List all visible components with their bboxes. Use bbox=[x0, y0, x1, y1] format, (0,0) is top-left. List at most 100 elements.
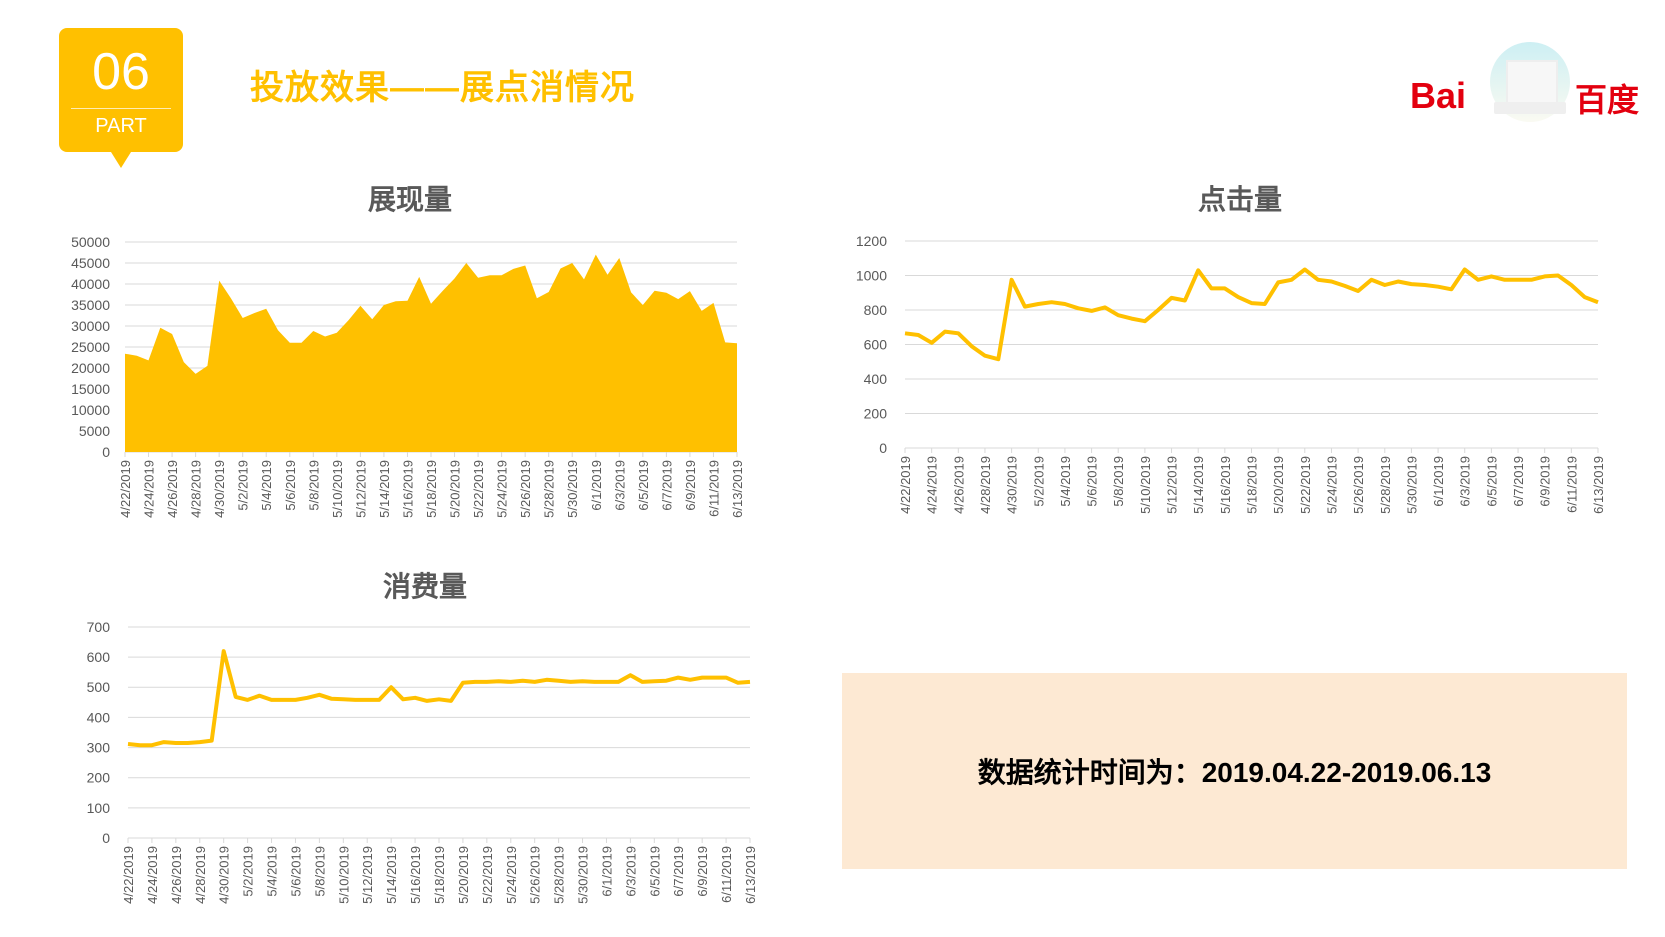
y-tick-label: 30000 bbox=[71, 318, 110, 334]
x-tick-label: 5/14/2019 bbox=[1191, 456, 1206, 514]
x-tick-label: 5/24/2019 bbox=[495, 460, 510, 518]
y-tick-label: 40000 bbox=[71, 276, 110, 292]
x-tick-label: 6/9/2019 bbox=[1538, 456, 1553, 507]
baidu-logo: Bai 百度 bbox=[1410, 40, 1640, 130]
x-tick-label: 4/30/2019 bbox=[1005, 456, 1020, 514]
x-tick-label: 5/20/2019 bbox=[1271, 456, 1286, 514]
y-tick-label: 100 bbox=[87, 800, 111, 816]
x-tick-label: 4/22/2019 bbox=[898, 456, 913, 514]
y-tick-label: 600 bbox=[87, 649, 111, 665]
x-tick-label: 4/28/2019 bbox=[193, 846, 208, 904]
x-tick-label: 5/30/2019 bbox=[576, 846, 591, 904]
x-tick-label: 4/26/2019 bbox=[169, 846, 184, 904]
x-tick-label: 5/26/2019 bbox=[528, 846, 543, 904]
x-tick-label: 5/10/2019 bbox=[330, 460, 345, 518]
x-tick-label: 6/3/2019 bbox=[623, 846, 638, 897]
chart-title-impressions: 展现量 bbox=[367, 184, 452, 215]
x-tick-label: 5/14/2019 bbox=[384, 846, 399, 904]
y-tick-label: 35000 bbox=[71, 297, 110, 313]
area-series bbox=[125, 254, 737, 452]
x-tick-label: 4/28/2019 bbox=[189, 460, 204, 518]
y-tick-label: 700 bbox=[87, 619, 111, 635]
spend-line-chart: 0 100 200 300 400 500 600 700 4/22/2019 4/24/2019… bbox=[87, 619, 758, 904]
y-tick-label: 400 bbox=[87, 709, 111, 725]
x-tick-label: 6/1/2019 bbox=[589, 460, 604, 511]
x-tick-label: 4/28/2019 bbox=[978, 456, 993, 514]
y-tick-label: 800 bbox=[864, 302, 888, 318]
x-tick-label: 5/18/2019 bbox=[432, 846, 447, 904]
x-tick-label: 5/24/2019 bbox=[1324, 456, 1339, 514]
x-tick-label: 5/16/2019 bbox=[1218, 456, 1233, 514]
x-tick-label: 6/5/2019 bbox=[647, 846, 662, 897]
impressions-area-chart: 0 5000 10000 15000 20000 25000 30000 35000 40000… bbox=[71, 234, 745, 518]
x-tick-label: 6/11/2019 bbox=[706, 460, 721, 517]
y-tick-label: 10000 bbox=[71, 402, 110, 418]
x-tick-label: 5/28/2019 bbox=[1378, 456, 1393, 514]
y-tick-label: 20000 bbox=[71, 360, 110, 376]
x-tick-label: 5/26/2019 bbox=[1351, 456, 1366, 514]
x-tick-label: 5/2/2019 bbox=[1031, 456, 1046, 507]
x-tick-label: 6/11/2019 bbox=[1564, 456, 1579, 513]
x-tick-label: 4/24/2019 bbox=[142, 460, 157, 518]
x-tick-label: 6/9/2019 bbox=[695, 846, 710, 897]
x-tick-label: 5/20/2019 bbox=[448, 460, 463, 518]
x-tick-label: 4/26/2019 bbox=[951, 456, 966, 514]
x-tick-label: 5/28/2019 bbox=[552, 846, 567, 904]
x-tick-label: 5/28/2019 bbox=[542, 460, 557, 518]
y-tick-label: 5000 bbox=[79, 423, 110, 439]
logo-text-latin: Bai bbox=[1410, 75, 1467, 116]
x-tick-label: 5/26/2019 bbox=[518, 460, 533, 518]
x-tick-label: 5/22/2019 bbox=[1298, 456, 1313, 514]
x-tick-label: 5/2/2019 bbox=[236, 460, 251, 511]
logo-text-chinese: 百度 bbox=[1575, 82, 1640, 118]
y-tick-label: 50000 bbox=[71, 234, 110, 250]
line-series bbox=[904, 267, 1599, 362]
y-tick-label: 1200 bbox=[856, 233, 887, 249]
x-tick-label: 5/16/2019 bbox=[400, 460, 415, 518]
x-tick-label: 5/12/2019 bbox=[353, 460, 368, 518]
data-period-text: 数据统计时间为：2019.04.22-2019.06.13 bbox=[977, 757, 1492, 788]
x-tick-label: 5/22/2019 bbox=[471, 460, 486, 518]
y-tick-label: 500 bbox=[87, 679, 111, 695]
x-tick-label: 6/7/2019 bbox=[659, 460, 674, 511]
y-tick-label: 300 bbox=[87, 739, 111, 755]
y-tick-label: 600 bbox=[864, 336, 888, 352]
x-tick-label: 5/4/2019 bbox=[259, 460, 274, 511]
y-tick-label: 0 bbox=[102, 444, 110, 460]
y-tick-label: 0 bbox=[102, 830, 110, 846]
x-tick-label: 4/30/2019 bbox=[217, 846, 232, 904]
x-tick-label: 6/7/2019 bbox=[1511, 456, 1526, 507]
part-number: 06 bbox=[92, 43, 150, 101]
x-tick-label: 6/3/2019 bbox=[1458, 456, 1473, 507]
x-tick-label: 5/18/2019 bbox=[1245, 456, 1260, 514]
y-tick-label: 0 bbox=[879, 440, 887, 456]
x-tick-label: 5/8/2019 bbox=[312, 846, 327, 897]
part-label: PART bbox=[95, 115, 147, 137]
x-tick-label: 4/26/2019 bbox=[165, 460, 180, 518]
x-tick-label: 5/2/2019 bbox=[241, 846, 256, 897]
x-tick-label: 5/10/2019 bbox=[336, 846, 351, 904]
x-tick-label: 6/13/2019 bbox=[1591, 456, 1606, 514]
y-tick-label: 25000 bbox=[71, 339, 110, 355]
part-badge: 06 PART bbox=[59, 28, 183, 168]
x-tick-label: 5/20/2019 bbox=[456, 846, 471, 904]
x-tick-label: 4/22/2019 bbox=[121, 846, 136, 904]
x-tick-label: 5/6/2019 bbox=[288, 846, 303, 897]
x-tick-label: 5/4/2019 bbox=[265, 846, 280, 897]
line-series bbox=[127, 649, 751, 748]
x-tick-label: 6/13/2019 bbox=[743, 846, 758, 904]
y-tick-label: 45000 bbox=[71, 255, 110, 271]
x-tick-label: 5/6/2019 bbox=[283, 460, 298, 511]
x-tick-label: 6/3/2019 bbox=[612, 460, 627, 511]
chart-title-spend: 消费量 bbox=[382, 571, 467, 602]
x-tick-label: 6/5/2019 bbox=[1484, 456, 1499, 507]
x-tick-label: 5/10/2019 bbox=[1138, 456, 1153, 514]
page-title: 投放效果——展点消情况 bbox=[250, 69, 635, 107]
x-tick-label: 5/16/2019 bbox=[408, 846, 423, 904]
y-tick-label: 400 bbox=[864, 371, 888, 387]
x-tick-label: 6/11/2019 bbox=[719, 846, 734, 903]
x-tick-label: 5/24/2019 bbox=[504, 846, 519, 904]
y-tick-label: 15000 bbox=[71, 381, 110, 397]
x-tick-label: 4/30/2019 bbox=[212, 460, 227, 518]
x-tick-label: 6/1/2019 bbox=[1431, 456, 1446, 507]
